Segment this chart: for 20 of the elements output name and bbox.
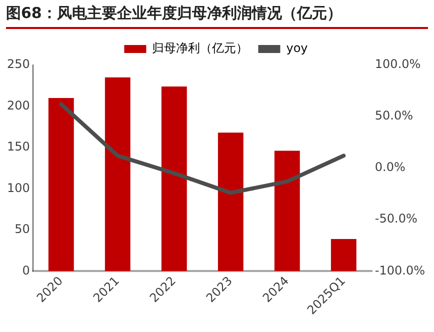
y-tick-label: 100 [7,180,30,195]
y-tick-label: 50 [14,222,30,236]
bar [104,77,130,272]
y-tick-label: 200 [7,98,30,112]
bar [48,98,74,272]
legend-label: yoy [286,41,308,56]
y-tick-label: 0 [22,263,30,278]
y-tick-label: 250 [7,57,30,72]
bar [274,150,300,272]
y2-tick-label: 100.0% [374,57,421,72]
y2-tick-label: -100.0% [374,263,426,278]
y2-tick-label: -50.0% [374,212,418,226]
legend-label: 归母净利（亿元） [152,41,248,56]
bar [330,238,356,272]
bar [161,86,187,272]
chart-title: 图68：风电主要企业年度归母净利润情况（亿元） [5,3,343,23]
y-tick-label: 150 [7,140,30,154]
bar [218,132,244,272]
y2-tick-label: 0.0% [374,160,406,174]
y2-tick-label: 50.0% [374,108,414,123]
